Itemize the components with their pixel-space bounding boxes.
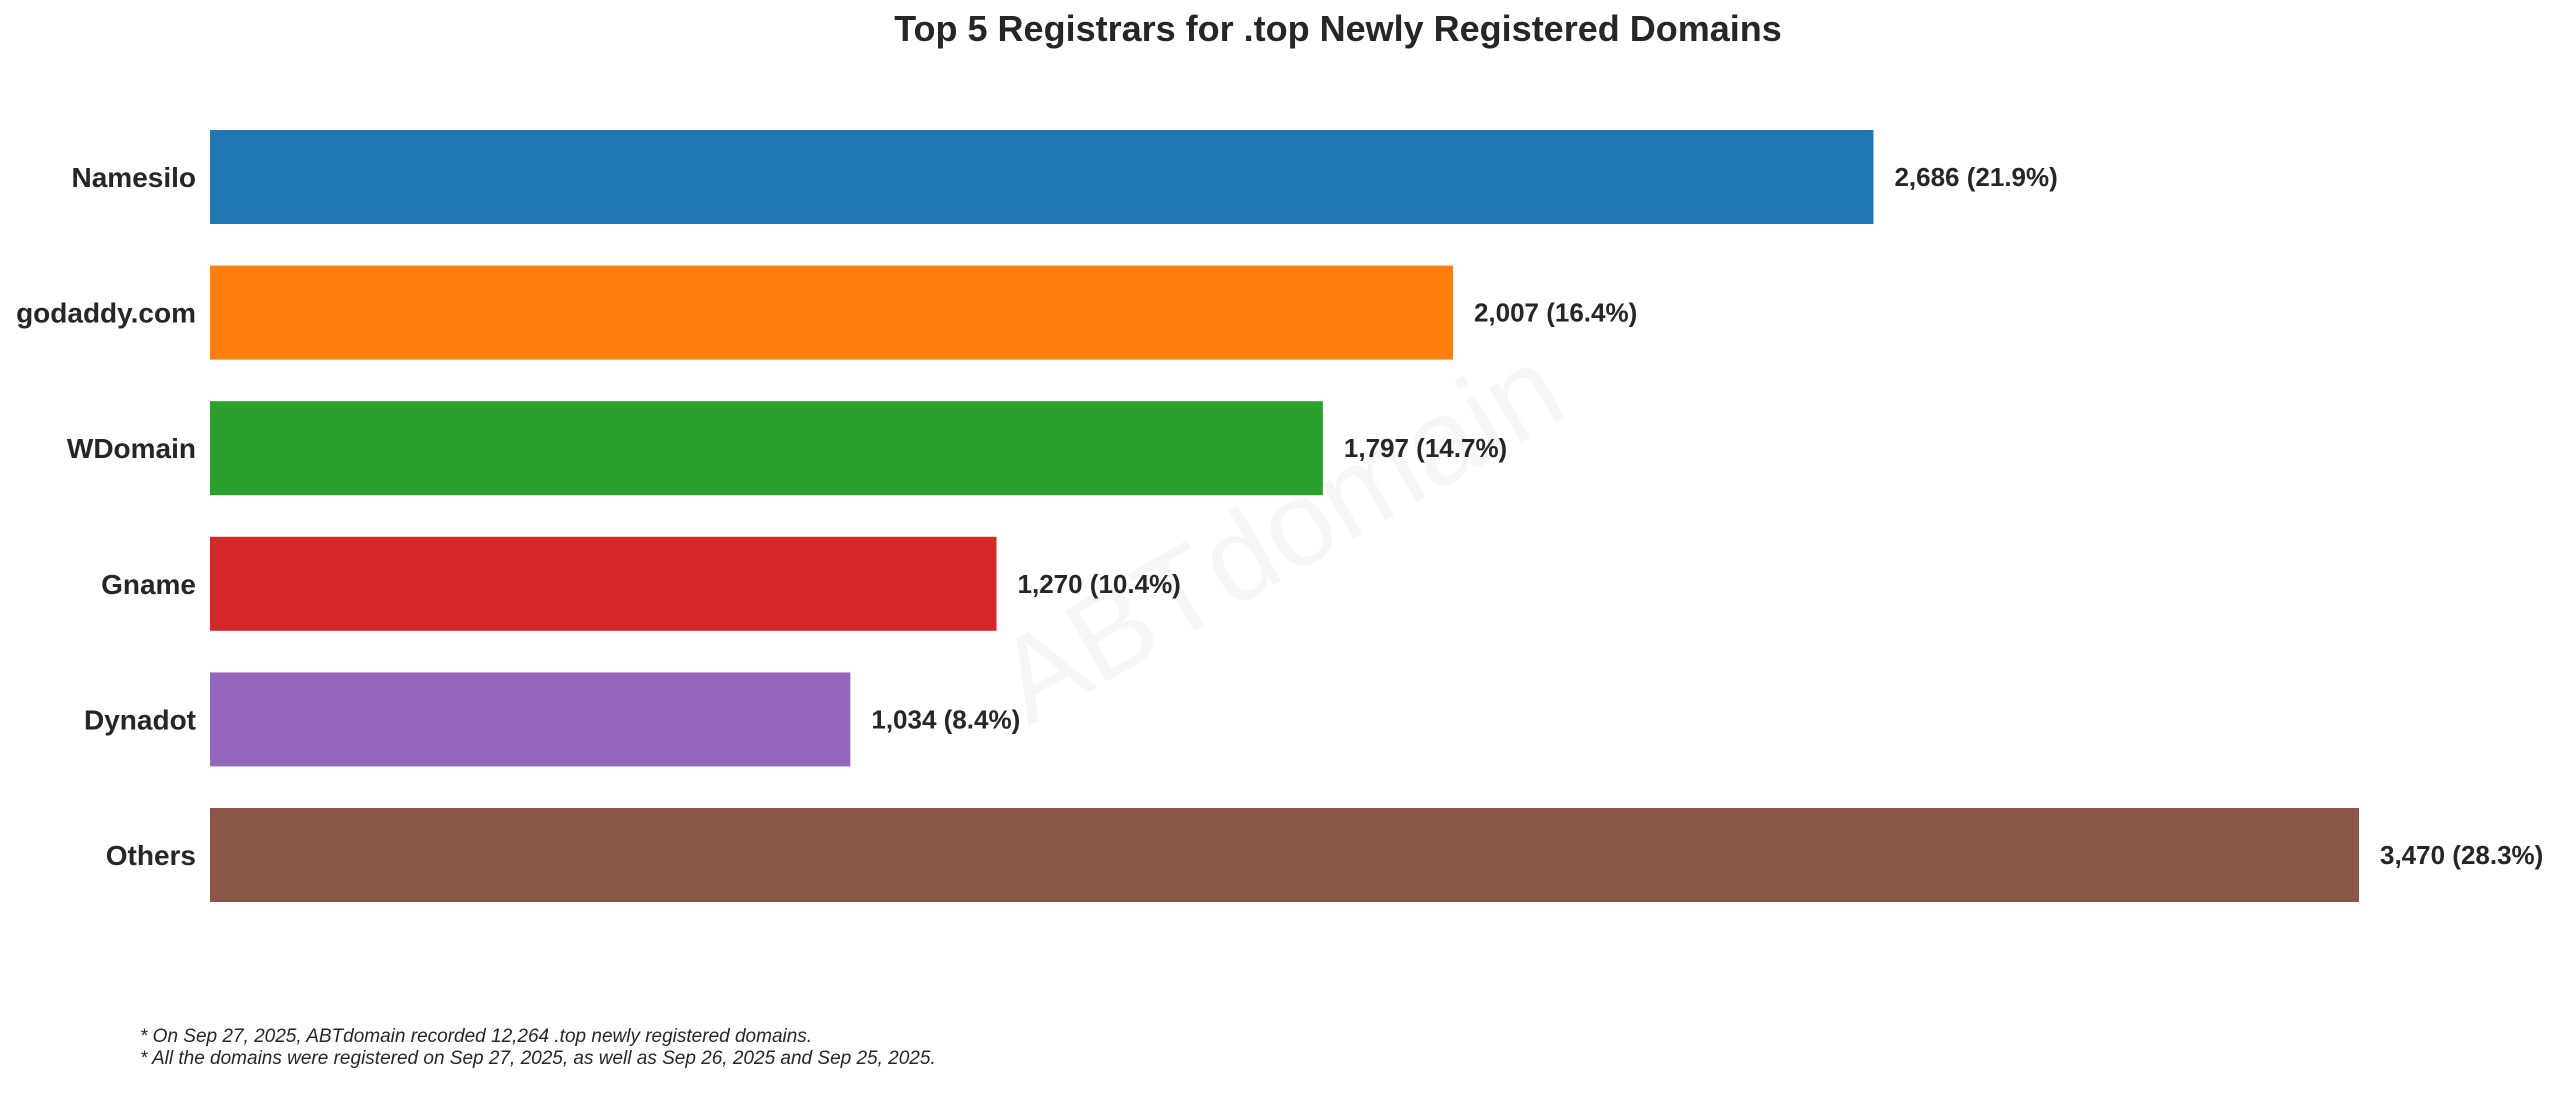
bar-wdomain: [210, 401, 1323, 496]
category-label: Dynadot: [84, 704, 196, 735]
bar-godaddy-com: [210, 265, 1453, 360]
category-label: Others: [106, 840, 196, 871]
category-label: Namesilo: [72, 162, 197, 193]
bar-dynadot: [210, 672, 851, 767]
bar-gname: [210, 536, 997, 631]
value-label: 1,270 (10.4%): [1018, 569, 1181, 599]
value-label: 1,797 (14.7%): [1344, 433, 1507, 463]
watermark: ABTdomain: [975, 320, 1585, 750]
bars-group: Namesilo 2,686 (21.9%) godaddy.com 2,007 (1…: [16, 130, 2543, 902]
bar-others: [210, 808, 2359, 902]
value-label: 3,470 (28.3%): [2380, 840, 2543, 870]
category-label: WDomain: [67, 433, 196, 464]
category-label: Gname: [101, 569, 196, 600]
value-label: 2,007 (16.4%): [1474, 298, 1637, 328]
footnotes: * On Sep 27, 2025, ABTdomain recorded 12…: [140, 1026, 936, 1070]
value-label: 2,686 (21.9%): [1894, 162, 2057, 192]
bar-namesilo: [210, 130, 1874, 224]
footnote-1: * On Sep 27, 2025, ABTdomain recorded 12…: [140, 1026, 813, 1047]
footnote-2: * All the domains were registered on Sep…: [140, 1048, 936, 1069]
category-label: godaddy.com: [16, 298, 196, 329]
value-label: 1,034 (8.4%): [871, 704, 1020, 734]
chart-title: Top 5 Registrars for .top Newly Register…: [894, 8, 1782, 49]
